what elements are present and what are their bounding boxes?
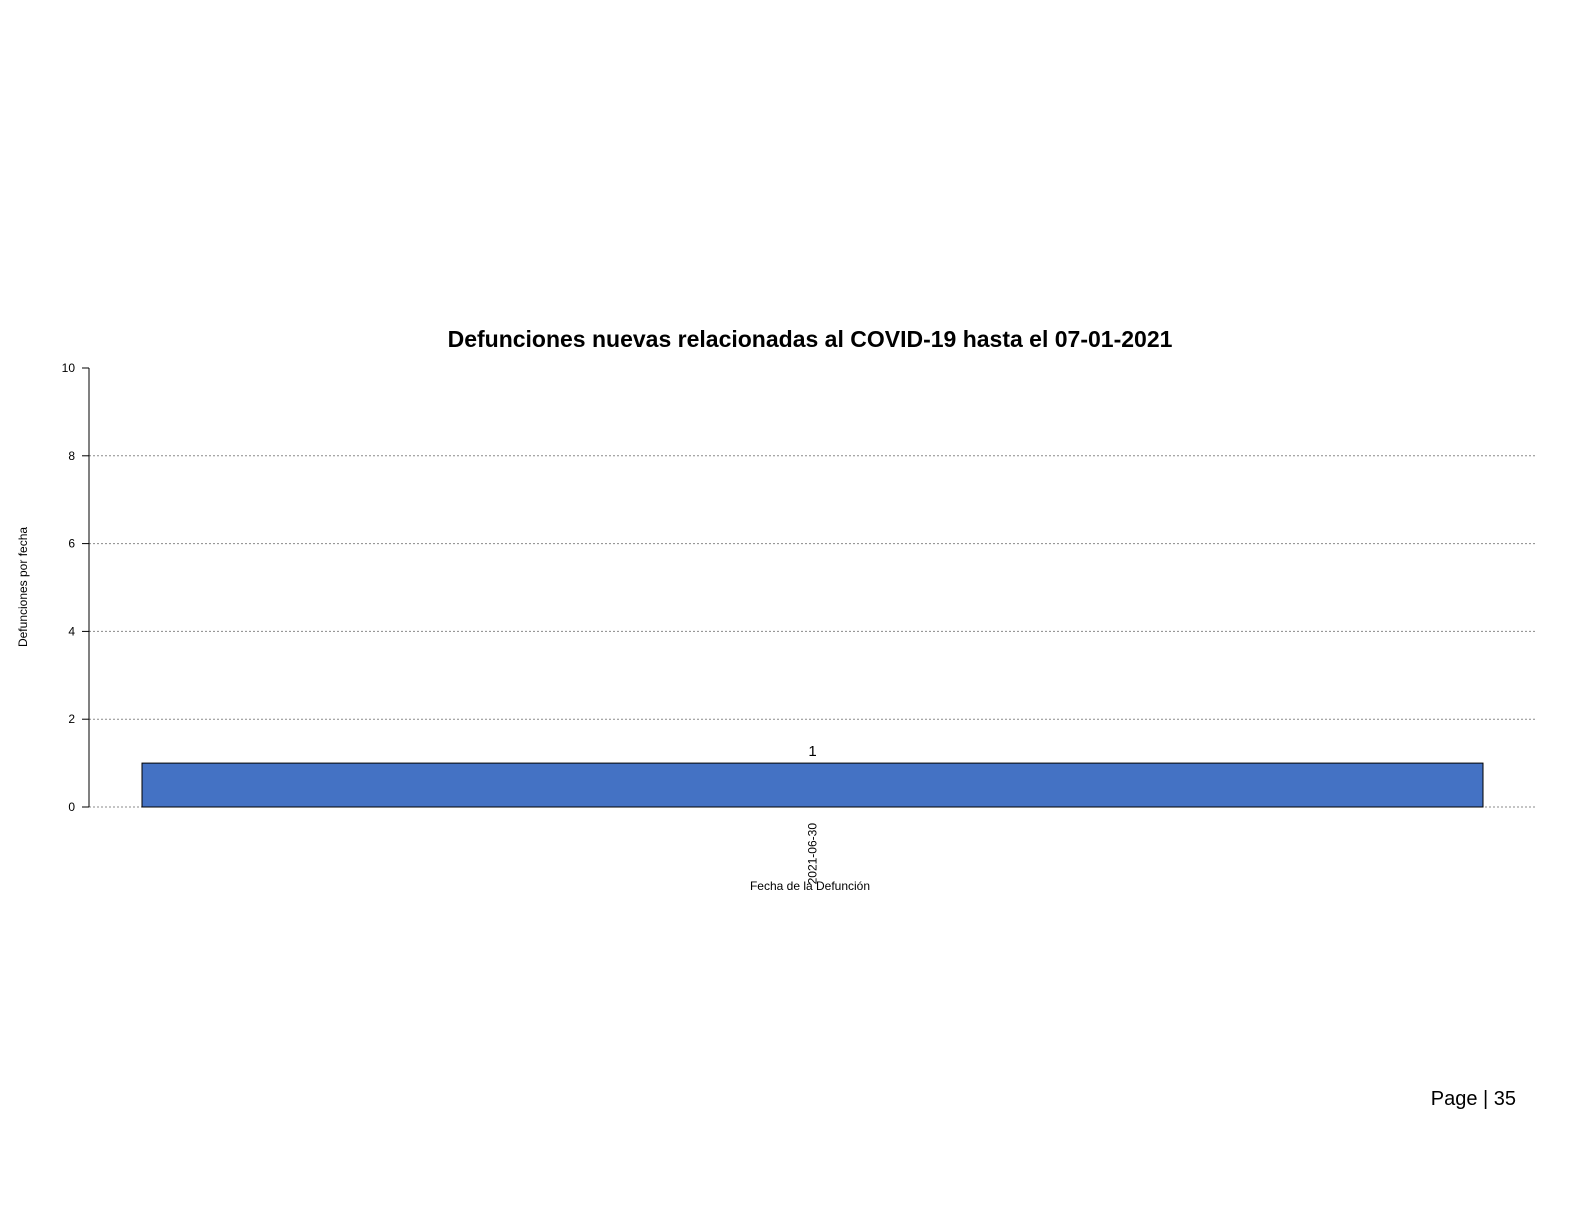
y-tick-label: 8 xyxy=(68,449,75,463)
y-axis-label: Defunciones por fecha xyxy=(16,527,30,647)
y-tick-label: 4 xyxy=(68,624,75,638)
x-tick-label: 2021-06-30 xyxy=(806,823,820,885)
x-axis: 2021-06-30 xyxy=(806,823,820,885)
y-axis: 0 2 4 6 8 10 xyxy=(62,361,90,814)
x-axis-label: Fecha de la Defunción xyxy=(750,879,870,893)
y-tick-label: 6 xyxy=(68,537,75,551)
bars: 1 xyxy=(141,743,1484,808)
y-tick-label: 10 xyxy=(62,361,76,375)
bar xyxy=(141,762,1484,808)
page-number: Page | 35 xyxy=(1430,1088,1516,1110)
y-tick-label: 2 xyxy=(68,712,75,726)
chart-title: Defunciones nuevas relacionadas al COVID… xyxy=(448,326,1173,352)
y-tick-label: 0 xyxy=(68,800,75,814)
bar-data-label: 1 xyxy=(808,743,816,760)
